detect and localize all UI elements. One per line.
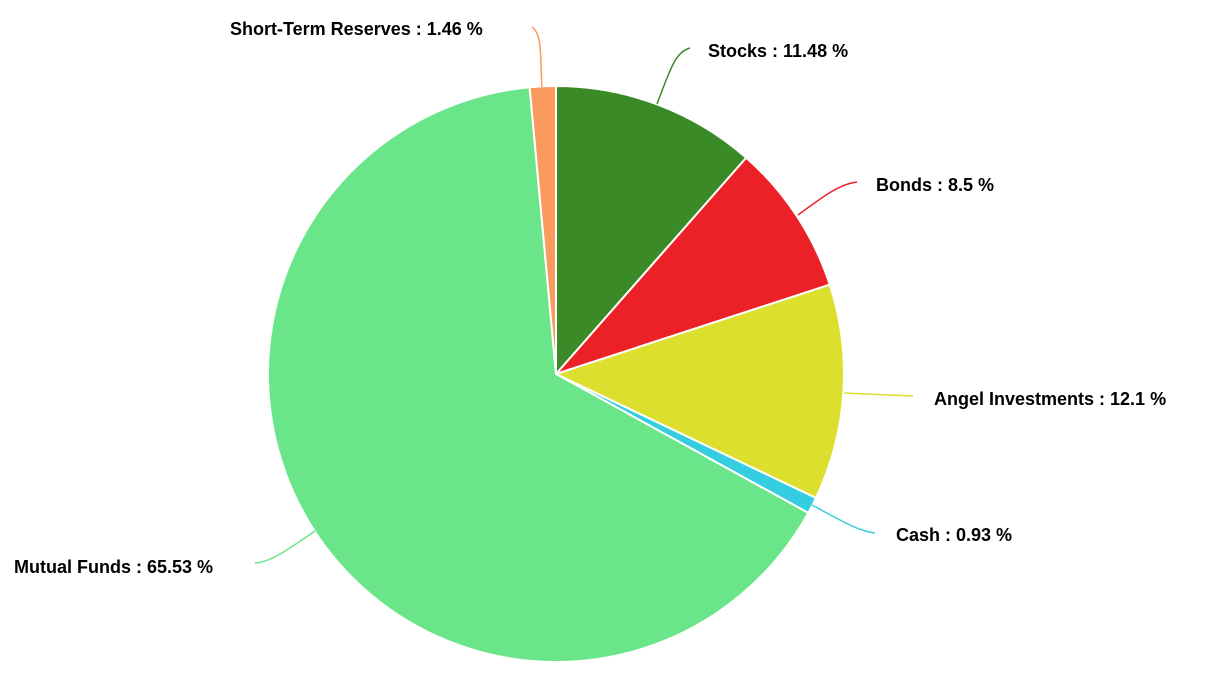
- label-angel-investments: Angel Investments : 12.1 %: [934, 389, 1167, 409]
- pie-slice-angel-investments: [553, 283, 845, 500]
- leader-line-stocks: [656, 47, 691, 105]
- pie-slice-bonds: [552, 156, 832, 377]
- leader-line-bonds: [797, 181, 858, 216]
- pie-slice-stocks: [555, 84, 748, 377]
- label-mutual-funds: Mutual Funds : 65.53 %: [14, 557, 214, 577]
- label-short-term-reserves: Short-Term Reserves : 1.46 %: [230, 19, 483, 39]
- label-bonds: Bonds : 8.5 %: [876, 175, 995, 195]
- leader-line-reserves: [531, 26, 543, 88]
- leader-line-angel: [843, 392, 914, 397]
- pie-slice-short-term-reserves: [528, 84, 557, 375]
- label-stocks: Stocks : 11.48 %: [708, 41, 849, 61]
- pie-slices: [267, 84, 845, 663]
- leader-line-mutual: [254, 530, 316, 564]
- label-cash: Cash : 0.93 %: [896, 525, 1013, 545]
- leader-lines: [254, 26, 914, 564]
- leader-line-cash: [811, 504, 876, 534]
